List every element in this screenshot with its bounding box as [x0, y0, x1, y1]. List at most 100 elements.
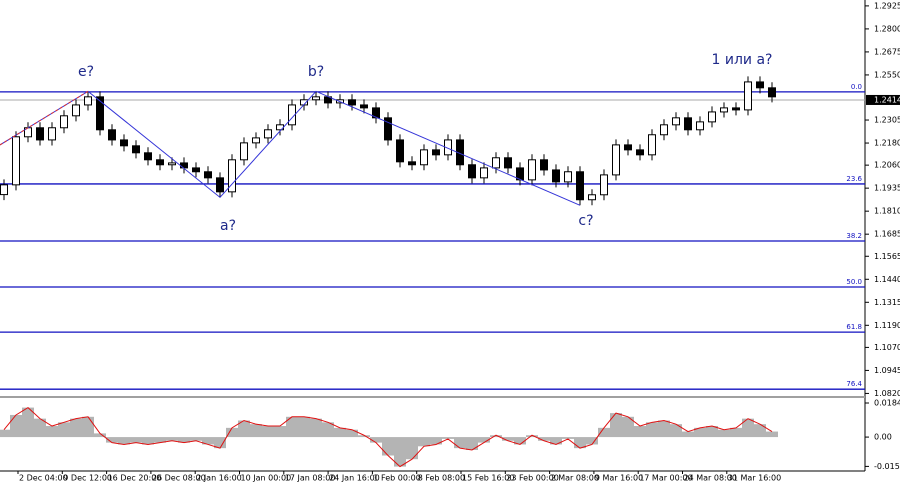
- y-tick-label: 1.1070: [874, 343, 900, 352]
- x-tick-label: 16 Dec 20:00: [108, 474, 162, 483]
- candle-body: [144, 152, 152, 161]
- candle-body: [768, 87, 776, 98]
- histogram-bar: [10, 414, 22, 438]
- candle-body: [636, 149, 644, 156]
- histogram-bar: [142, 437, 154, 445]
- wave-line: [0, 90, 581, 206]
- y-tick-label: 1.1685: [874, 230, 900, 239]
- y-tick-label: -0.0159: [874, 462, 900, 471]
- candle-body: [444, 139, 452, 156]
- histogram-bar: [274, 426, 286, 438]
- histogram-bar: [34, 418, 46, 438]
- histogram-bar: [214, 437, 226, 449]
- y-tick-label: 1.2180: [874, 139, 900, 148]
- candle-body: [480, 167, 488, 179]
- histogram-bar: [562, 437, 574, 439]
- candle-body: [552, 169, 560, 183]
- candle-body: [0, 184, 8, 196]
- x-tick-label: 24 Jan 16:00: [329, 474, 380, 483]
- fib-label: 23.6: [846, 175, 862, 183]
- histogram-bar: [514, 437, 526, 445]
- histogram-bar: [406, 437, 418, 460]
- x-tick-label: 9 Mar 16:00: [595, 474, 643, 483]
- signal-line: [3, 406, 773, 468]
- candle-body: [540, 159, 548, 171]
- x-tick-label: 24 Mar 08:00: [684, 474, 737, 483]
- candle-body: [216, 177, 224, 193]
- y-tick-label: 1.1440: [874, 275, 900, 284]
- x-tick-label: 1 Feb 00:00: [373, 474, 420, 483]
- histogram-bar: [682, 431, 694, 438]
- candle-body: [744, 81, 752, 111]
- histogram-bar: [718, 429, 730, 438]
- histogram-bar: [226, 427, 238, 438]
- x-tick-label: 23 Feb 00:00: [506, 474, 558, 483]
- candle-body: [168, 162, 176, 166]
- y-tick-label: 1.2060: [874, 161, 900, 170]
- candle-body: [348, 99, 356, 106]
- candle-body: [84, 96, 92, 106]
- histogram-bar: [706, 426, 718, 438]
- candle-body: [96, 96, 104, 131]
- fib-label: 50.0: [846, 278, 862, 286]
- candle-body: [528, 159, 536, 181]
- histogram-bar: [490, 435, 502, 438]
- candle-body: [384, 117, 392, 141]
- y-tick-label: 1.0945: [874, 366, 900, 375]
- candle-body: [756, 81, 764, 89]
- candle-body: [576, 171, 584, 201]
- candle-body: [660, 124, 668, 136]
- wave-label: a?: [220, 218, 236, 234]
- candle-body: [600, 174, 608, 196]
- candle-body: [192, 167, 200, 173]
- candle-body: [504, 157, 512, 169]
- candle-body: [36, 127, 44, 141]
- candle-body: [204, 171, 212, 179]
- candle-body: [732, 107, 740, 111]
- histogram-bar: [22, 407, 34, 438]
- wave-label: 1 или а?: [712, 52, 773, 68]
- histogram-bar: [130, 437, 142, 443]
- y-tick-label: 1.1810: [874, 207, 900, 216]
- candle-body: [72, 104, 80, 117]
- histogram-bar: [178, 437, 190, 443]
- candle-body: [252, 137, 260, 144]
- histogram-bar: [118, 437, 130, 445]
- histogram-bar: [334, 427, 346, 438]
- histogram-bar: [322, 422, 334, 438]
- x-tick-label: 17 Jan 08:00: [285, 474, 336, 483]
- histogram-bar: [478, 437, 490, 443]
- histogram-bar: [766, 431, 778, 438]
- y-tick-label: 1.1935: [874, 184, 900, 193]
- histogram-bar: [190, 437, 202, 441]
- histogram-bar: [310, 418, 322, 438]
- candle-body: [672, 117, 680, 126]
- histogram-bar: [46, 426, 58, 438]
- candle-body: [588, 194, 596, 201]
- fib-label: 76.4: [846, 380, 862, 388]
- candle-body: [420, 149, 428, 166]
- candle-body: [12, 136, 20, 186]
- histogram-bar: [346, 429, 358, 438]
- candle-body: [48, 127, 56, 141]
- candle-body: [180, 162, 188, 169]
- histogram-bar: [574, 437, 586, 449]
- histogram-bar: [382, 437, 394, 456]
- histogram-bar: [418, 437, 430, 447]
- histogram-bar: [694, 427, 706, 438]
- x-tick-label: 15 Feb 16:00: [462, 474, 514, 483]
- wave-label: b?: [308, 64, 324, 80]
- histogram-bar: [238, 420, 250, 438]
- y-tick-label: 0.01848: [874, 399, 900, 408]
- histogram-bar: [442, 437, 454, 439]
- histogram-bar: [166, 437, 178, 441]
- histogram-bar: [586, 437, 598, 445]
- histogram-bar: [466, 437, 478, 450]
- histogram-bar: [262, 426, 274, 438]
- candle-body: [396, 139, 404, 163]
- candle-body: [372, 107, 380, 119]
- fib-label: 0.0: [851, 83, 862, 91]
- x-tick-label: 26 Dec 08:00: [152, 474, 206, 483]
- candle-body: [132, 145, 140, 154]
- histogram-bar: [394, 437, 406, 467]
